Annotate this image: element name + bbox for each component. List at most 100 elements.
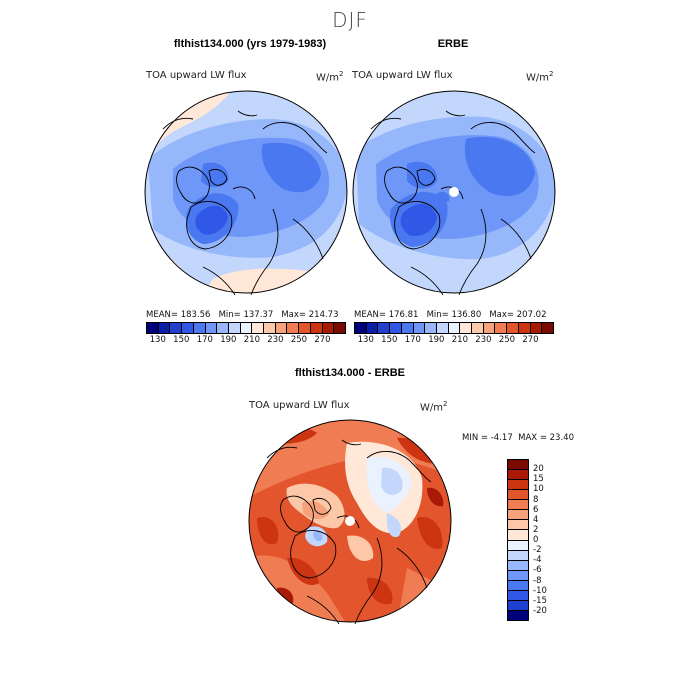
- difference-polar-map: [248, 419, 452, 624]
- colorbar-swatch: [448, 323, 461, 333]
- colorbar-swatch: [170, 323, 183, 333]
- colorbar-tick-label: -15: [533, 595, 547, 606]
- colorbar-swatch: [508, 540, 528, 551]
- difference-min-max: MIN = -4.17 MAX = 23.40: [462, 433, 574, 443]
- colorbar-swatch: [508, 590, 528, 601]
- panel-1-title: flthist134.000 (yrs 1979-1983): [173, 38, 327, 50]
- colorbar-swatch: [518, 323, 531, 333]
- colorbar-swatch: [530, 323, 543, 333]
- colorbar-tick-label: 270: [314, 335, 331, 345]
- colorbar-tick-label: 230: [267, 335, 284, 345]
- colorbar-swatch: [147, 323, 159, 333]
- colorbar-swatch: [460, 323, 473, 333]
- colorbar-swatch: [508, 520, 528, 531]
- colorbar-swatch: [228, 323, 241, 333]
- colorbar-swatch: [252, 323, 265, 333]
- colorbar-tick-label: 0: [533, 535, 539, 545]
- colorbar-tick-label: 270: [522, 335, 539, 345]
- panel-2-units-label: W/m2: [526, 70, 554, 84]
- colorbar-swatch: [508, 470, 528, 481]
- colorbar-swatch: [472, 323, 484, 333]
- panel-1-variable-label: TOA upward LW flux: [146, 70, 247, 81]
- panel-1-units-label: W/m2: [316, 70, 344, 84]
- colorbar-tick-label: 210: [451, 335, 468, 345]
- panel-1-stats: MEAN= 183.56 Min= 137.37 Max= 214.73: [146, 310, 339, 320]
- colorbar-swatch: [508, 560, 528, 571]
- panel-2-title: ERBE: [437, 38, 469, 50]
- panel-2-colorbar: 130 150 170 190 210 230 250 270: [354, 322, 554, 346]
- colorbar-tick-label: 130: [149, 335, 166, 345]
- colorbar-swatch: [508, 600, 528, 611]
- panel-2-polar-map: [352, 90, 556, 295]
- difference-variable-label: TOA upward LW flux: [249, 400, 350, 411]
- colorbar-swatch: [508, 510, 528, 521]
- difference-colorbar: [507, 459, 529, 621]
- colorbar-swatch: [508, 570, 528, 581]
- colorbar-swatch: [542, 323, 553, 333]
- colorbar-swatch: [378, 323, 391, 333]
- colorbar-tick-label: -2: [533, 545, 542, 556]
- colorbar-swatch: [193, 323, 206, 333]
- colorbar-tick-label: 10: [533, 484, 544, 495]
- colorbar-swatch: [287, 323, 300, 333]
- colorbar-swatch: [205, 323, 218, 333]
- colorbar-swatch: [436, 323, 449, 333]
- colorbar-swatch: [508, 580, 528, 591]
- colorbar-swatch: [483, 323, 496, 333]
- colorbar-swatch: [366, 323, 379, 333]
- colorbar-tick-label: -6: [533, 565, 542, 576]
- colorbar-tick-label: 170: [404, 335, 421, 345]
- colorbar-tick-label: 8: [533, 494, 539, 505]
- colorbar-swatch: [275, 323, 288, 333]
- colorbar-swatch: [508, 500, 528, 511]
- colorbar-swatch: [508, 530, 528, 541]
- colorbar-tick-label: 170: [196, 335, 213, 345]
- colorbar-swatch: [508, 550, 528, 561]
- colorbar-swatch: [182, 323, 194, 333]
- colorbar-swatch: [264, 323, 276, 333]
- colorbar-swatch: [322, 323, 335, 333]
- colorbar-swatch: [413, 323, 426, 333]
- colorbar-tick-label: 130: [357, 335, 374, 345]
- colorbar-swatch: [508, 460, 528, 471]
- colorbar-tick-label: 190: [220, 335, 237, 345]
- colorbar-swatch: [508, 490, 528, 501]
- panel-2-variable-label: TOA upward LW flux: [352, 70, 453, 81]
- colorbar-swatch: [299, 323, 311, 333]
- colorbar-tick-label: 210: [243, 335, 260, 345]
- colorbar-swatch: [425, 323, 437, 333]
- colorbar-swatch: [334, 323, 345, 333]
- colorbar-swatch: [390, 323, 402, 333]
- colorbar-swatch: [508, 480, 528, 491]
- colorbar-swatch: [310, 323, 323, 333]
- panel-1-polar-map: [144, 90, 348, 295]
- difference-colorbar-ticks: 20 15 10 8 6 4 2 0 -2 -4 -6 -8 -10 -15 -20: [533, 459, 573, 623]
- colorbar-tick-label: -4: [533, 555, 542, 566]
- colorbar-tick-label: 250: [498, 335, 516, 345]
- colorbar-tick-label: 190: [428, 335, 445, 345]
- colorbar-tick-label: 20: [533, 464, 544, 475]
- colorbar-swatch: [158, 323, 171, 333]
- colorbar-swatch: [240, 323, 253, 333]
- colorbar-swatch: [507, 323, 519, 333]
- panel-1-colorbar: 130 150 170 190 210 230 250 270: [146, 322, 346, 346]
- colorbar-swatch: [217, 323, 229, 333]
- colorbar-swatch: [401, 323, 414, 333]
- main-title: DJF: [332, 8, 368, 32]
- colorbar-swatch: [495, 323, 508, 333]
- colorbar-tick-label: -8: [533, 575, 542, 586]
- colorbar-tick-label: -20: [533, 605, 547, 616]
- colorbar-swatch: [355, 323, 367, 333]
- colorbar-tick-label: 4: [533, 514, 539, 525]
- colorbar-tick-label: 150: [381, 335, 398, 345]
- colorbar-tick-label: 150: [173, 335, 190, 345]
- colorbar-tick-label: 6: [533, 504, 539, 515]
- difference-units-label: W/m2: [420, 400, 448, 414]
- colorbar-swatch: [508, 610, 528, 620]
- colorbar-tick-label: 15: [533, 474, 544, 485]
- colorbar-tick-label: 250: [290, 335, 308, 345]
- colorbar-tick-label: 2: [533, 524, 539, 535]
- panel-2-stats: MEAN= 176.81 Min= 136.80 Max= 207.02: [354, 310, 547, 320]
- difference-title: flthist134.000 - ERBE: [294, 367, 406, 379]
- colorbar-tick-label: 230: [475, 335, 492, 345]
